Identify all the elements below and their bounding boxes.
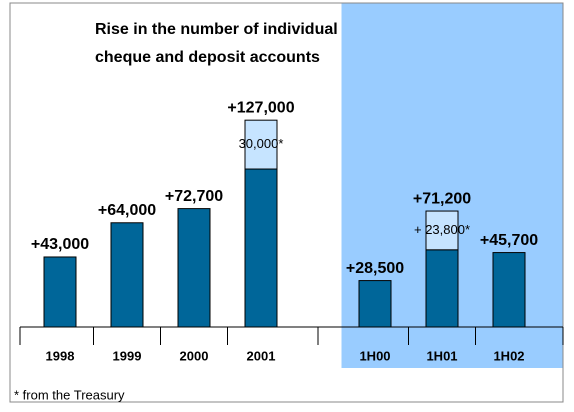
x-tick-label: 1999 [113,348,142,363]
bar-segment [110,222,144,328]
x-tick-label: 1H00 [359,348,390,363]
bar-segment [425,249,459,328]
chart-title: cheque and deposit accounts [95,49,320,66]
x-tick-label: 2001 [247,348,276,363]
total-label: +45,700 [480,232,538,249]
total-label: +43,000 [31,236,89,253]
total-label: +71,200 [413,190,471,207]
x-tick-label: 1H01 [426,348,457,363]
bar-segment [425,210,459,251]
total-label: +28,500 [346,260,404,277]
total-label: +64,000 [98,202,156,219]
bar-segment [43,256,77,328]
chart-title: Rise in the number of individual [95,21,338,38]
footnote: * from the Treasury [14,387,125,402]
bar-segment [177,208,211,328]
x-tick-label: 2000 [180,348,209,363]
chart-frame [9,2,564,403]
segment-label: 30,000* [239,136,284,151]
total-label: +72,700 [165,188,223,205]
x-tick-label: 1H02 [493,348,524,363]
bar-segment [358,280,392,328]
bar-segment [492,252,526,328]
total-label: +127,000 [227,99,294,116]
bar-segment [244,168,278,328]
bar-segment [244,119,278,170]
x-tick-label: 1998 [46,348,75,363]
segment-label: + 23,800* [414,222,470,237]
